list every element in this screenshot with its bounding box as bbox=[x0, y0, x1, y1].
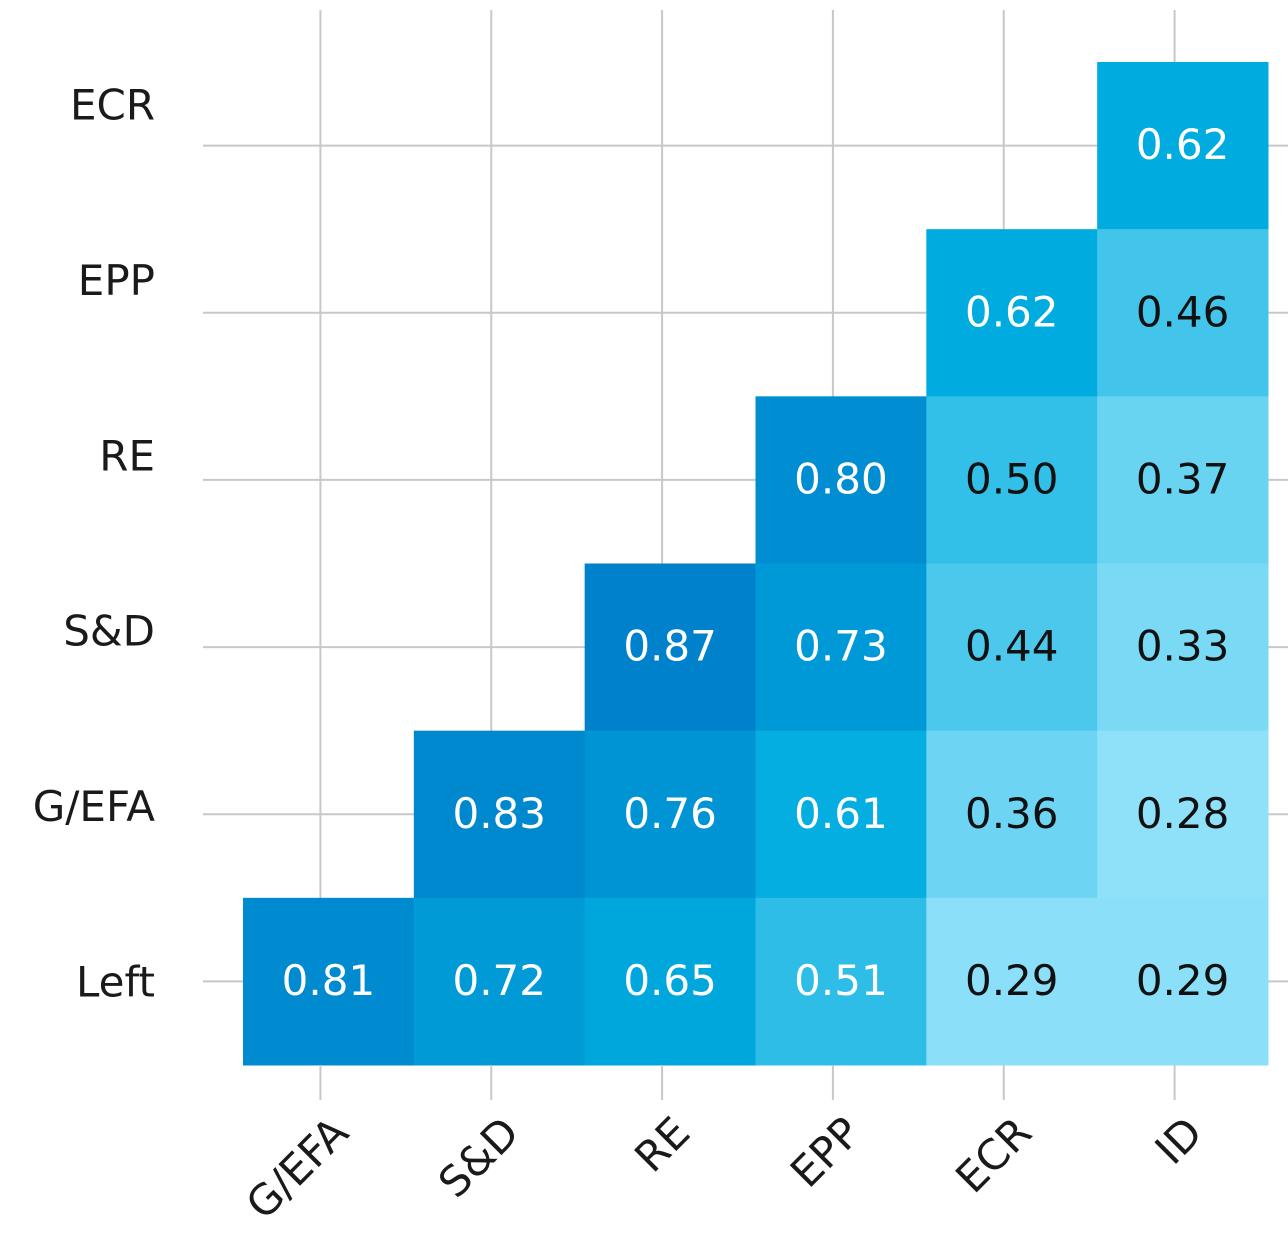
cell-label: 0.50 bbox=[965, 454, 1059, 503]
x-tick-label: S&D bbox=[429, 1108, 529, 1208]
heatmap-cell bbox=[1097, 62, 1269, 230]
heatmap-cell bbox=[1097, 897, 1269, 1066]
cell-label: 0.37 bbox=[1136, 454, 1230, 503]
heatmap-cell bbox=[926, 396, 1098, 564]
heatmap-cell bbox=[1097, 396, 1269, 564]
cell-label: 0.61 bbox=[794, 789, 888, 838]
cell-label: 0.72 bbox=[452, 956, 546, 1005]
heatmap-cell bbox=[755, 396, 927, 564]
cells: 0.62 0.62 0.46 0.80 0.50 0.37 0.87 0.73 0.44 0.33… bbox=[243, 62, 1269, 1066]
x-tick-label: EPP bbox=[781, 1108, 870, 1197]
heatmap-cell bbox=[584, 563, 756, 732]
cell-label: 0.51 bbox=[794, 956, 888, 1005]
y-tick-label: ECR bbox=[70, 81, 155, 130]
cell-label: 0.44 bbox=[965, 622, 1059, 671]
cell-label: 0.46 bbox=[1136, 287, 1230, 336]
heatmap-cell bbox=[926, 897, 1098, 1066]
cell-label: 0.81 bbox=[282, 956, 376, 1005]
cell-label: 0.76 bbox=[623, 789, 717, 838]
heatmap-cell bbox=[1097, 730, 1269, 899]
cell-label: 0.62 bbox=[965, 287, 1059, 336]
cell-label: 0.62 bbox=[1136, 120, 1230, 169]
cell-label: 0.36 bbox=[965, 789, 1059, 838]
cell-label: 0.80 bbox=[794, 454, 888, 503]
heatmap-cell bbox=[926, 229, 1098, 397]
heatmap-cell bbox=[584, 897, 756, 1066]
cell-label: 0.29 bbox=[965, 956, 1059, 1005]
cell-label: 0.28 bbox=[1136, 789, 1230, 838]
y-tick-label: EPP bbox=[78, 256, 155, 305]
heatmap-cell bbox=[243, 897, 415, 1066]
heatmap-cell bbox=[755, 730, 927, 899]
y-tick-label: RE bbox=[99, 431, 155, 480]
y-tick-label: G/EFA bbox=[33, 782, 156, 831]
cell-label: 0.65 bbox=[623, 956, 717, 1005]
y-tick-label: S&D bbox=[63, 607, 155, 656]
heatmap-cell bbox=[755, 897, 927, 1066]
heatmap-cell bbox=[584, 730, 756, 899]
heatmap-cell bbox=[413, 897, 586, 1066]
cell-label: 0.29 bbox=[1136, 956, 1230, 1005]
cell-label: 0.73 bbox=[794, 622, 888, 671]
heatmap-cell bbox=[1097, 563, 1269, 732]
cell-label: 0.33 bbox=[1136, 622, 1230, 671]
heatmap-cell bbox=[413, 730, 586, 899]
cell-label: 0.87 bbox=[623, 622, 717, 671]
y-tick-label: Left bbox=[76, 958, 155, 1007]
heatmap-cell bbox=[926, 563, 1098, 732]
x-tick-label: RE bbox=[625, 1108, 699, 1182]
heatmap-cell bbox=[926, 730, 1098, 899]
x-tick-label: ID bbox=[1146, 1108, 1212, 1174]
x-tick-label: G/EFA bbox=[237, 1107, 358, 1228]
x-tick-label: ECR bbox=[946, 1108, 1041, 1203]
cell-label: 0.83 bbox=[452, 789, 546, 838]
heatmap-cell bbox=[755, 563, 927, 732]
heatmap-cell bbox=[1097, 229, 1269, 397]
